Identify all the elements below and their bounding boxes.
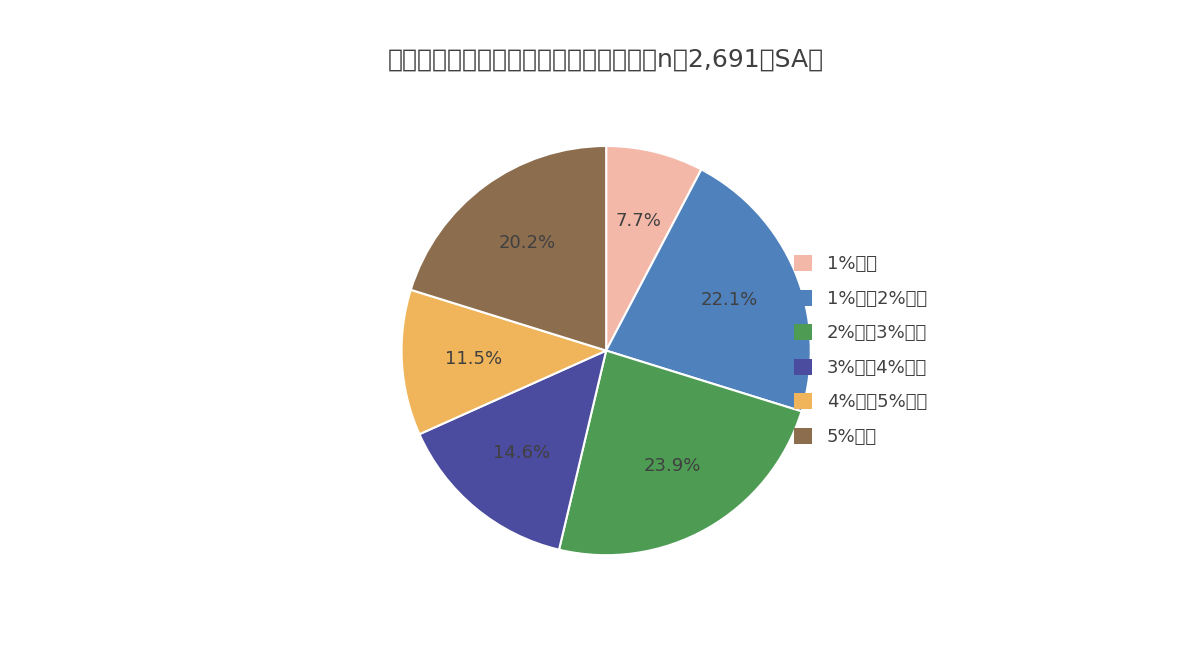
Wedge shape xyxy=(559,350,801,555)
Legend: 1%未満, 1%以上2%未満, 2%以上3%未満, 3%以上4%未満, 4%以上5%未満, 5%以上: 1%未満, 1%以上2%未満, 2%以上3%未満, 3%以上4%未満, 4%以上… xyxy=(794,255,927,446)
Wedge shape xyxy=(420,350,606,550)
Wedge shape xyxy=(402,290,606,434)
Text: 7.7%: 7.7% xyxy=(615,212,661,231)
Wedge shape xyxy=(410,146,606,350)
Title: どの程度の賃上げを予定していますか（n＝2,691、SA）: どの程度の賃上げを予定していますか（n＝2,691、SA） xyxy=(388,48,824,72)
Text: 23.9%: 23.9% xyxy=(643,457,700,475)
Text: 22.1%: 22.1% xyxy=(700,291,757,309)
Text: 20.2%: 20.2% xyxy=(498,235,556,253)
Text: 14.6%: 14.6% xyxy=(492,444,551,462)
Text: 11.5%: 11.5% xyxy=(445,350,502,368)
Wedge shape xyxy=(606,169,811,411)
Wedge shape xyxy=(606,146,702,350)
